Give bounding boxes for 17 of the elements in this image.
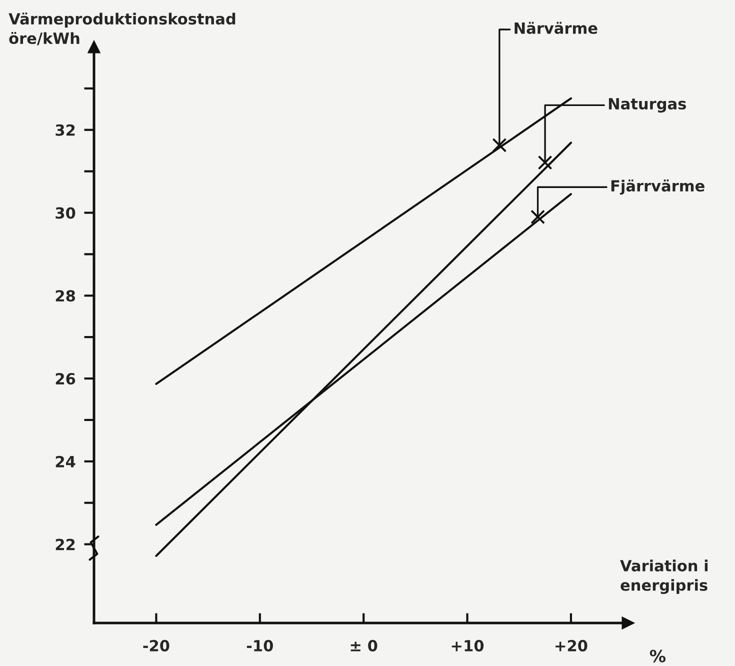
y-tick-label: 22 <box>56 538 75 550</box>
annotation: Närvärme <box>514 22 598 34</box>
y-tick-label: 26 <box>56 372 76 385</box>
x-tick-label: -10 <box>246 640 273 652</box>
annotation: Naturgas <box>608 98 686 113</box>
x-tick-label: -20 <box>143 640 170 652</box>
x-tick-label: ± 0 <box>350 640 378 652</box>
y-tick-label: 24 <box>56 456 76 468</box>
y-tick-label: 28 <box>56 290 75 302</box>
y-tick-label: 32 <box>56 124 75 136</box>
x-tick-label: +10 <box>452 640 484 652</box>
x-tick-label: +20 <box>556 640 588 652</box>
text: % <box>650 650 666 662</box>
x-axis-title: Variation i energipris <box>620 560 708 594</box>
annotation: Fjärrvärme <box>611 180 704 195</box>
y-axis-title: Värmeproduktionskostnad öre/kWh <box>8 12 236 46</box>
y-tick-label: 30 <box>56 207 76 219</box>
